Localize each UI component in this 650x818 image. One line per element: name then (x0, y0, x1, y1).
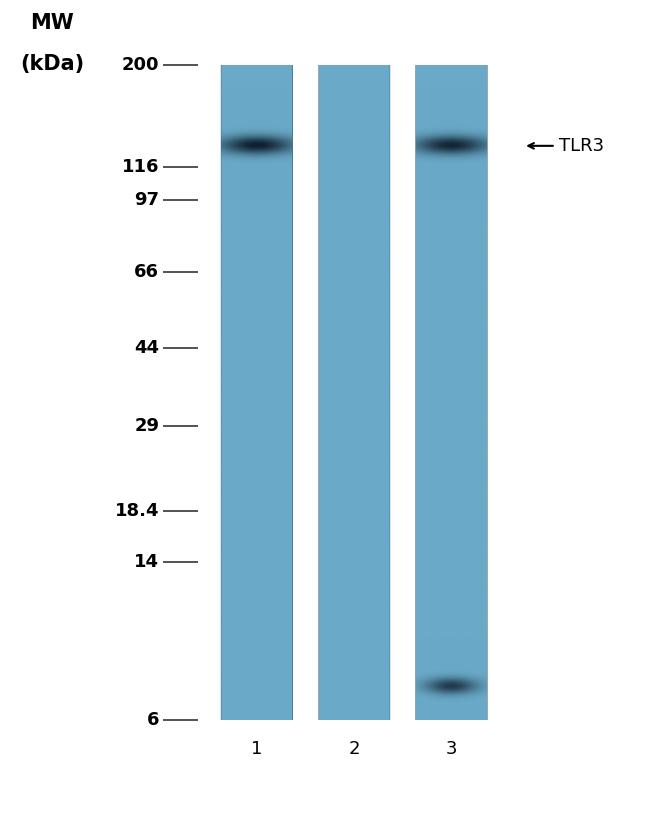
Text: TLR3: TLR3 (559, 137, 604, 155)
Text: 29: 29 (135, 417, 159, 435)
Text: 116: 116 (122, 158, 159, 176)
Text: 200: 200 (122, 56, 159, 74)
Text: 97: 97 (135, 191, 159, 209)
Text: 1: 1 (251, 740, 263, 758)
Text: 6: 6 (147, 711, 159, 729)
Text: 3: 3 (446, 740, 458, 758)
Text: 44: 44 (135, 339, 159, 357)
Text: 66: 66 (135, 263, 159, 281)
Text: MW: MW (30, 13, 74, 33)
Text: 14: 14 (135, 553, 159, 571)
Bar (318, 65, 390, 720)
Text: (kDa): (kDa) (20, 54, 84, 74)
Text: 18.4: 18.4 (115, 501, 159, 519)
Text: 2: 2 (348, 740, 360, 758)
Bar (416, 65, 488, 720)
Bar (221, 65, 292, 720)
